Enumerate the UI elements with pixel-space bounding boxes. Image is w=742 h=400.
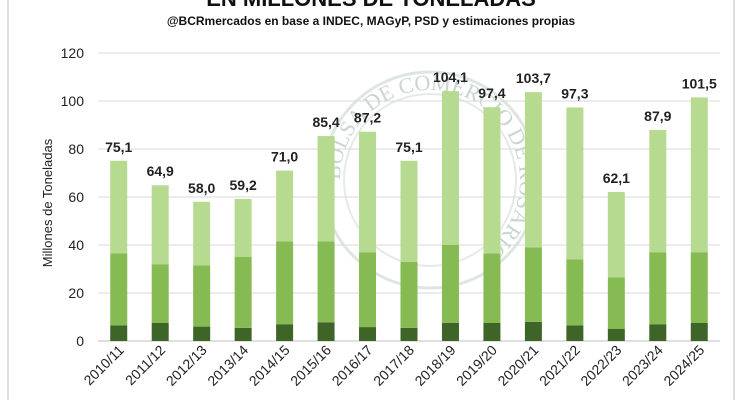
bars (110, 91, 708, 341)
y-tick-label: 0 (76, 333, 84, 349)
bar-segment-top (400, 160, 418, 262)
x-tick-label: 2017/18 (370, 342, 417, 389)
bar-segment-top (110, 160, 128, 254)
bar-segment-bottom (441, 322, 459, 341)
bar-segment-bottom (276, 324, 294, 341)
x-tick-label: 2018/19 (411, 342, 458, 389)
bar-total-label: 85,4 (312, 114, 339, 130)
bar-total-label: 58,0 (188, 180, 215, 196)
bar-segment-middle (524, 247, 542, 322)
bar-total-label: 87,9 (644, 108, 671, 124)
bar-segment-top (359, 131, 377, 253)
bar-segment-bottom (317, 322, 335, 341)
x-tick-label: 2013/14 (204, 342, 251, 389)
bar-total-label: 97,4 (478, 85, 505, 101)
bar-total-label: 62,1 (603, 170, 630, 186)
bar-segment-top (234, 198, 252, 257)
bar-segment-middle (649, 252, 667, 325)
x-tick-label: 2015/16 (287, 342, 334, 389)
bar-segment-middle (359, 252, 377, 328)
bar-total-label: 64,9 (147, 163, 174, 179)
bar-segment-top (317, 136, 335, 242)
bar-segment-bottom (234, 327, 252, 341)
bar-segment-middle (151, 264, 169, 323)
bar-segment-top (441, 91, 459, 245)
bar-segment-middle (110, 253, 128, 326)
chart-title: EN MILLONES DE TONELADAS (0, 0, 742, 12)
x-tick-label: 2010/11 (80, 342, 127, 389)
bar-segment-middle (193, 265, 211, 327)
x-tick-label: 2024/25 (660, 342, 707, 389)
bar-segment-middle (566, 259, 584, 326)
bar-segment-top (276, 170, 294, 242)
bar-segment-bottom (193, 326, 211, 341)
bar-segment-middle (441, 245, 459, 323)
x-tick-label: 2022/23 (577, 342, 624, 389)
y-tick-label: 80 (68, 141, 84, 157)
data-labels: 75,1 64,9 58,0 59,2 71,0 85,4 87,2 75,1 104,1 97,… (105, 69, 717, 196)
y-tick-label: 60 (68, 189, 84, 205)
bar-segment-middle (234, 257, 252, 328)
bar-segment-top (649, 130, 667, 253)
bar-total-label: 75,1 (105, 139, 132, 155)
bar-segment-top (483, 107, 501, 254)
y-axis: 0 20 40 60 80 100 120 (61, 45, 85, 349)
x-tick-label: 2023/24 (619, 342, 666, 389)
watermark-text: BOLSA DE COMERCIO DE ROSARIO (320, 70, 541, 267)
bar-segment-bottom (110, 325, 128, 341)
x-tick-label: 2014/15 (246, 342, 293, 389)
bar-segment-middle (607, 277, 625, 329)
bar-segment-top (607, 191, 625, 278)
bar-segment-bottom (400, 327, 418, 341)
bar-total-label: 103,7 (516, 70, 551, 86)
x-tick-label: 2021/22 (536, 342, 583, 389)
x-tick-label: 2016/17 (329, 342, 376, 389)
x-axis: 2010/112011/122012/132013/142014/152015/… (80, 342, 707, 389)
bar-total-label: 87,2 (354, 110, 381, 126)
bar-segment-bottom (359, 327, 377, 341)
y-tick-label: 20 (68, 285, 84, 301)
x-tick-label: 2019/20 (453, 342, 500, 389)
x-tick-label: 2012/13 (163, 342, 210, 389)
bar-segment-top (193, 201, 211, 266)
bar-segment-bottom (607, 329, 625, 341)
bar-total-label: 75,1 (395, 139, 422, 155)
bar-segment-middle (317, 241, 335, 323)
bar-segment-bottom (483, 323, 501, 341)
bar-segment-bottom (690, 323, 708, 341)
bar-total-label: 101,5 (682, 75, 717, 91)
x-tick-label: 2011/12 (122, 342, 169, 389)
x-tick-label: 2020/21 (494, 342, 541, 389)
bar-segment-bottom (566, 325, 584, 341)
bar-total-label: 97,3 (561, 85, 588, 101)
bar-segment-bottom (649, 324, 667, 341)
bar-segment-middle (483, 253, 501, 323)
bar-segment-top (566, 107, 584, 260)
bar-segment-middle (690, 252, 708, 323)
watermark-seal: BOLSA DE COMERCIO DE ROSARIO (320, 70, 541, 290)
bar-segment-top (690, 97, 708, 253)
y-tick-label: 40 (68, 237, 84, 253)
bar-total-label: 71,0 (271, 149, 298, 165)
bar-total-label: 59,2 (230, 177, 257, 193)
y-axis-title: Millones de Toneladas (40, 138, 55, 267)
bar-segment-middle (400, 261, 418, 328)
chart-subtitle: @BCRmercados en base a INDEC, MAGyP, PSD… (166, 14, 576, 28)
bar-segment-bottom (524, 321, 542, 341)
bar-segment-top (524, 92, 542, 248)
bar-segment-top (151, 185, 169, 265)
bar-total-label: 104,1 (433, 69, 468, 85)
bar-segment-bottom (151, 323, 169, 341)
bar-segment-middle (276, 241, 294, 325)
y-tick-label: 100 (61, 93, 85, 109)
y-tick-label: 120 (61, 45, 85, 61)
